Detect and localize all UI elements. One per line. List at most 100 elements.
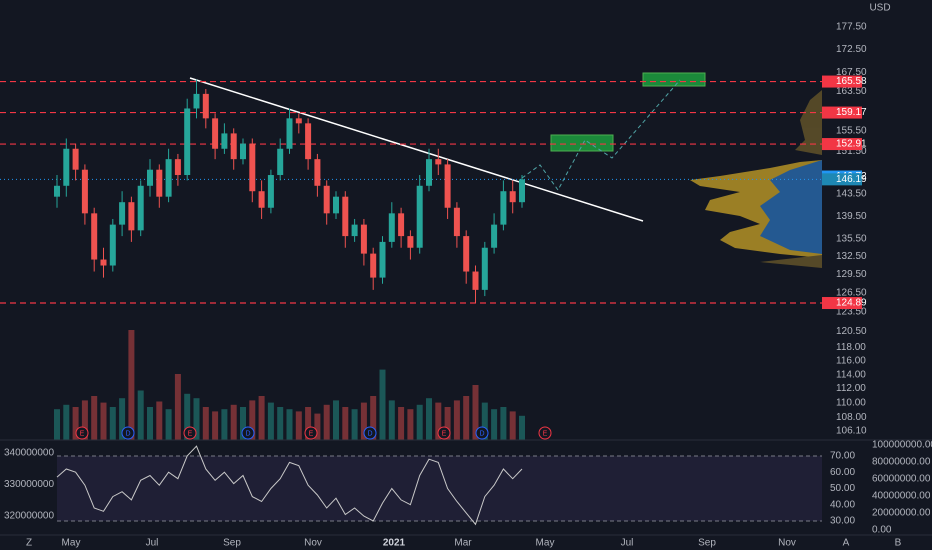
volume-bar bbox=[463, 396, 470, 440]
candle-body bbox=[388, 213, 395, 242]
button[interactable]: Z bbox=[26, 538, 32, 549]
y2-tick-label: 20000000.00 bbox=[872, 508, 931, 519]
target-box bbox=[550, 134, 614, 152]
y-tick-label: 167.50 bbox=[836, 67, 867, 78]
y-tick-label: 135.50 bbox=[836, 234, 867, 245]
x-tick-label: Jul bbox=[621, 538, 634, 549]
price-tag-label: 152.91 bbox=[836, 139, 867, 150]
volume-bar bbox=[81, 400, 88, 440]
candle-body bbox=[109, 224, 116, 266]
candle-body bbox=[81, 169, 88, 214]
volume-bar bbox=[72, 407, 79, 440]
candle-body bbox=[295, 118, 302, 124]
candle-body bbox=[472, 271, 479, 290]
candle-body bbox=[370, 253, 377, 278]
event-marker bbox=[75, 426, 89, 440]
volume-bar bbox=[286, 409, 293, 440]
candle-body bbox=[128, 202, 135, 231]
price-tag bbox=[822, 138, 862, 151]
volume-bar bbox=[221, 409, 228, 440]
volume-bar bbox=[240, 407, 246, 440]
volume-bar bbox=[472, 385, 479, 440]
event-marker bbox=[121, 426, 135, 440]
y2-tick-label: 100000000.00 bbox=[872, 440, 932, 451]
y-tick-label: 114.00 bbox=[836, 369, 866, 380]
x-tick-label: 2021 bbox=[383, 538, 406, 549]
volume-bar bbox=[305, 407, 312, 440]
volume-bar bbox=[519, 415, 525, 440]
candle-body bbox=[444, 164, 451, 208]
button[interactable]: B bbox=[895, 538, 902, 549]
currency-label: USD bbox=[869, 3, 890, 14]
candle-body bbox=[212, 118, 219, 149]
candle-body bbox=[240, 143, 246, 160]
y-tick-label: 177.50 bbox=[836, 22, 867, 33]
y-tick-label: 112.00 bbox=[836, 383, 866, 394]
volume-bar bbox=[416, 404, 423, 440]
candle-body bbox=[54, 185, 60, 197]
event-label: E bbox=[80, 430, 85, 437]
event-label: E bbox=[543, 430, 548, 437]
candle-body bbox=[481, 247, 488, 290]
candle-body bbox=[509, 191, 516, 203]
event-label: E bbox=[309, 430, 314, 437]
candle-body bbox=[249, 143, 256, 192]
volume-bar bbox=[54, 409, 60, 440]
candle-body bbox=[398, 213, 405, 237]
y-tick-label: 143.50 bbox=[836, 189, 867, 200]
y-tick-label: 126.50 bbox=[836, 288, 867, 299]
candle-body bbox=[100, 259, 107, 266]
candle-body bbox=[453, 207, 460, 237]
volume-bar bbox=[147, 407, 153, 440]
volume-bar bbox=[184, 393, 191, 440]
trend-line bbox=[189, 77, 644, 222]
y-tick-label: 123.50 bbox=[836, 306, 867, 317]
candle-body bbox=[72, 148, 79, 170]
volume-bar bbox=[491, 409, 498, 440]
candle-body bbox=[267, 175, 274, 208]
price-tag bbox=[822, 173, 862, 186]
candle-body bbox=[333, 196, 339, 214]
candle-body bbox=[202, 93, 209, 119]
button[interactable]: A bbox=[843, 538, 850, 549]
candle-body bbox=[277, 148, 284, 176]
target-box bbox=[642, 72, 706, 87]
candle-body bbox=[91, 213, 98, 260]
volume-bar bbox=[174, 374, 181, 440]
y-tick-label: 120.50 bbox=[836, 326, 867, 337]
event-marker bbox=[304, 426, 318, 440]
volume-profile bbox=[690, 90, 822, 268]
candle-body bbox=[407, 236, 414, 248]
event-label: E bbox=[442, 430, 447, 437]
event-label: D bbox=[367, 430, 372, 437]
y-tick-label: 118.00 bbox=[836, 342, 866, 353]
y3-tick-label: 320000000 bbox=[4, 511, 54, 522]
volume-bar bbox=[379, 369, 386, 440]
candle-body bbox=[193, 93, 200, 109]
y3-tick-label: 340000000 bbox=[4, 447, 54, 458]
event-marker bbox=[241, 426, 255, 440]
candle-body bbox=[165, 159, 172, 197]
indicator-line bbox=[56, 445, 523, 526]
y-tick-label: 106.10 bbox=[836, 426, 867, 437]
volume-bar bbox=[128, 330, 135, 440]
y2-tick-label: 0.00 bbox=[872, 525, 892, 536]
candle-body bbox=[286, 118, 293, 149]
y-tick-label: 155.50 bbox=[836, 126, 867, 137]
volume-bar bbox=[202, 407, 209, 440]
y3-tick-label: 330000000 bbox=[4, 479, 54, 490]
price-axis bbox=[822, 0, 932, 550]
volume-bar bbox=[267, 402, 274, 440]
event-label: E bbox=[188, 430, 193, 437]
x-tick-label: Sep bbox=[698, 538, 716, 549]
price-tag-label: 165.58 bbox=[836, 76, 867, 87]
y2-tick-label: 80000000.00 bbox=[872, 457, 931, 468]
volume-bar bbox=[249, 400, 256, 440]
event-label: D bbox=[245, 430, 250, 437]
volume-bar bbox=[351, 409, 358, 440]
volume-bar bbox=[91, 396, 98, 440]
candle-body bbox=[258, 191, 265, 208]
price-tag bbox=[822, 297, 862, 310]
y-tick-label: 30.00 bbox=[830, 516, 855, 527]
volume-bar bbox=[444, 407, 451, 440]
